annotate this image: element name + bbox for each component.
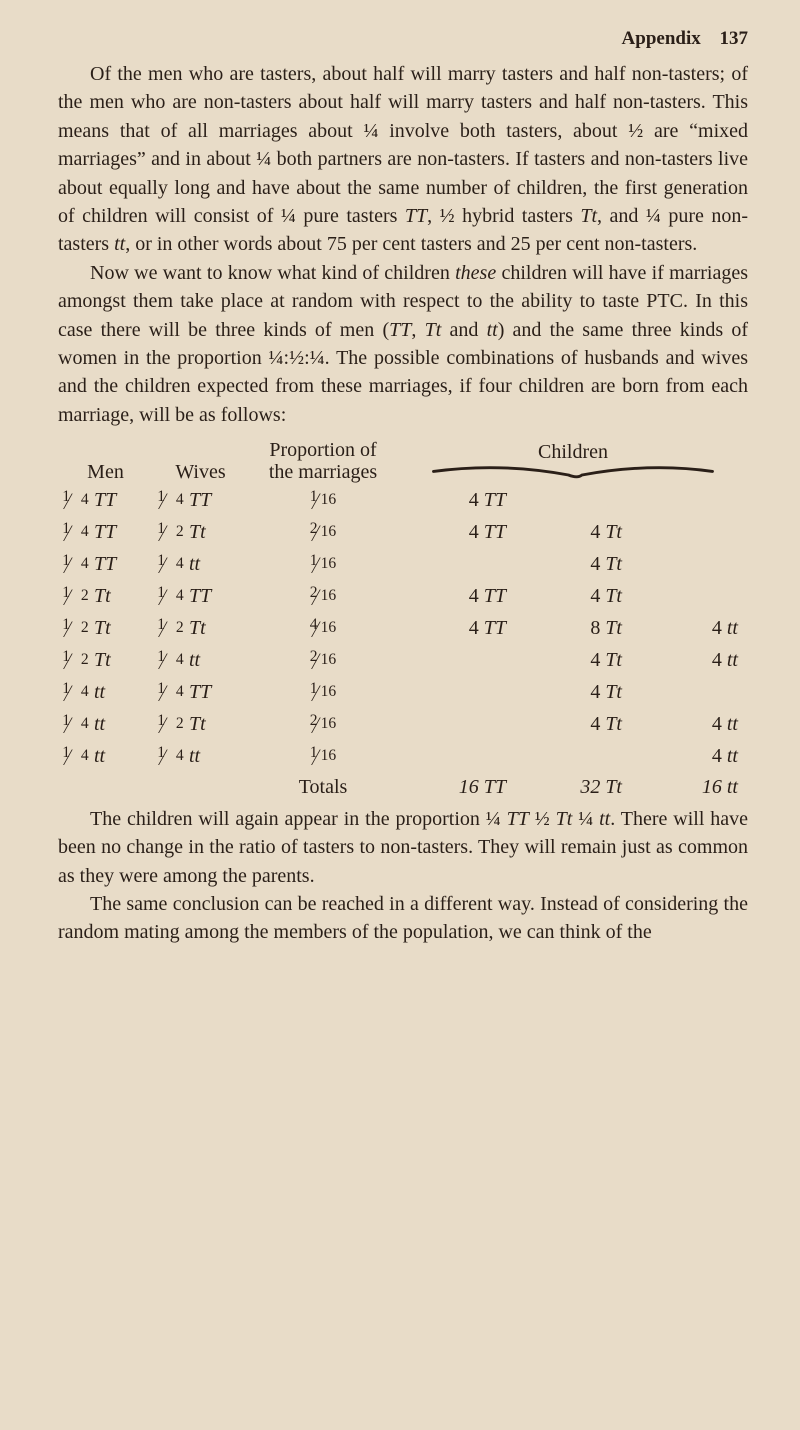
- cell-children-Tt: [514, 740, 630, 772]
- cell-men: 1⁄2 Tt: [58, 580, 153, 612]
- cell-children-tt: [630, 676, 746, 708]
- page-number: 137: [720, 28, 749, 49]
- cell-proportion: 4⁄16: [248, 612, 398, 644]
- cell-men: 1⁄2 Tt: [58, 612, 153, 644]
- cell-men: 1⁄4 tt: [58, 740, 153, 772]
- cell-men: 1⁄4 TT: [58, 484, 153, 516]
- cell-children-Tt: [514, 484, 630, 516]
- cell-proportion: 1⁄16: [248, 676, 398, 708]
- table-header-row: Men Wives Proportion ofthe marriages Chi…: [58, 439, 748, 484]
- cell-children-Tt: 8 Tt: [514, 612, 630, 644]
- cell-wives: 1⁄4 tt: [153, 740, 248, 772]
- table-row: 1⁄2 Tt1⁄4 TT2⁄164 TT4 Tt: [58, 580, 748, 612]
- cell-children-tt: 4 tt: [630, 740, 746, 772]
- cell-men: 1⁄4 tt: [58, 676, 153, 708]
- cell-children-TT: [398, 548, 514, 580]
- cell-children-Tt: 4 Tt: [514, 644, 630, 676]
- appendix-label: Appendix: [622, 28, 701, 49]
- totals-label: Totals: [248, 776, 398, 799]
- table-row: 1⁄4 tt1⁄4 TT1⁄16 4 Tt: [58, 676, 748, 708]
- cell-children-tt: 4 tt: [630, 644, 746, 676]
- table-body: 1⁄4 TT1⁄4 TT1⁄164 TT1⁄4 TT1⁄2 Tt2⁄164 TT…: [58, 484, 748, 772]
- col-header-proportion: Proportion ofthe marriages: [248, 439, 398, 484]
- cell-wives: 1⁄2 Tt: [153, 516, 248, 548]
- cell-children-tt: [630, 516, 746, 548]
- table-totals-row: Totals 16 TT 32 Tt 16 tt: [58, 776, 748, 799]
- table-row: 1⁄2 Tt1⁄4 tt2⁄16 4 Tt4 tt: [58, 644, 748, 676]
- cell-proportion: 1⁄16: [248, 548, 398, 580]
- totals-Tt: 32 Tt: [514, 776, 630, 799]
- table-row: 1⁄4 TT1⁄4 TT1⁄164 TT: [58, 484, 748, 516]
- cell-proportion: 2⁄16: [248, 580, 398, 612]
- cell-children-Tt: 4 Tt: [514, 548, 630, 580]
- paragraph-3: The children will again appear in the pr…: [58, 805, 748, 890]
- cell-wives: 1⁄2 Tt: [153, 612, 248, 644]
- cell-wives: 1⁄4 TT: [153, 484, 248, 516]
- cell-wives: 1⁄4 TT: [153, 580, 248, 612]
- cell-children-tt: [630, 484, 746, 516]
- cell-children-TT: [398, 708, 514, 740]
- table-row: 1⁄4 TT1⁄2 Tt2⁄164 TT4 Tt: [58, 516, 748, 548]
- col-header-children: Children: [398, 441, 748, 483]
- paragraph-4: The same conclusion can be reached in a …: [58, 890, 748, 947]
- cell-children-tt: 4 tt: [630, 612, 746, 644]
- cell-children-TT: [398, 676, 514, 708]
- totals-tt: 16 tt: [630, 776, 746, 799]
- cell-men: 1⁄4 TT: [58, 516, 153, 548]
- cell-proportion: 2⁄16: [248, 516, 398, 548]
- cell-children-tt: 4 tt: [630, 708, 746, 740]
- cell-proportion: 2⁄16: [248, 644, 398, 676]
- table-row: 1⁄2 Tt1⁄2 Tt4⁄164 TT8 Tt4 tt: [58, 612, 748, 644]
- col-header-men: Men: [58, 461, 153, 483]
- cell-wives: 1⁄2 Tt: [153, 708, 248, 740]
- cell-children-TT: 4 TT: [398, 580, 514, 612]
- cell-children-Tt: 4 Tt: [514, 676, 630, 708]
- cell-wives: 1⁄4 tt: [153, 548, 248, 580]
- cell-children-tt: [630, 548, 746, 580]
- cell-children-TT: [398, 740, 514, 772]
- paragraph-1: Of the men who are tasters, about half w…: [58, 60, 748, 259]
- cell-men: 1⁄2 Tt: [58, 644, 153, 676]
- book-page: Appendix 137 Of the men who are tasters,…: [0, 0, 800, 987]
- cell-proportion: 1⁄16: [248, 484, 398, 516]
- table-row: 1⁄4 tt1⁄2 Tt2⁄16 4 Tt4 tt: [58, 708, 748, 740]
- table-row: 1⁄4 TT1⁄4 tt1⁄16 4 Tt: [58, 548, 748, 580]
- cell-children-Tt: 4 Tt: [514, 708, 630, 740]
- cell-children-TT: 4 TT: [398, 484, 514, 516]
- cell-wives: 1⁄4 TT: [153, 676, 248, 708]
- cell-men: 1⁄4 TT: [58, 548, 153, 580]
- marriage-table: Men Wives Proportion ofthe marriages Chi…: [58, 439, 748, 799]
- cell-proportion: 1⁄16: [248, 740, 398, 772]
- cell-children-TT: [398, 644, 514, 676]
- cell-children-TT: 4 TT: [398, 612, 514, 644]
- col-header-wives: Wives: [153, 461, 248, 483]
- curly-brace-icon: [413, 466, 733, 484]
- table-row: 1⁄4 tt1⁄4 tt1⁄164 tt: [58, 740, 748, 772]
- totals-TT: 16 TT: [398, 776, 514, 799]
- cell-proportion: 2⁄16: [248, 708, 398, 740]
- cell-children-Tt: 4 Tt: [514, 516, 630, 548]
- cell-men: 1⁄4 tt: [58, 708, 153, 740]
- paragraph-2: Now we want to know what kind of childre…: [58, 259, 748, 429]
- children-label: Children: [538, 441, 608, 463]
- cell-children-tt: [630, 580, 746, 612]
- cell-children-TT: 4 TT: [398, 516, 514, 548]
- cell-wives: 1⁄4 tt: [153, 644, 248, 676]
- page-header: Appendix 137: [58, 28, 748, 50]
- cell-children-Tt: 4 Tt: [514, 580, 630, 612]
